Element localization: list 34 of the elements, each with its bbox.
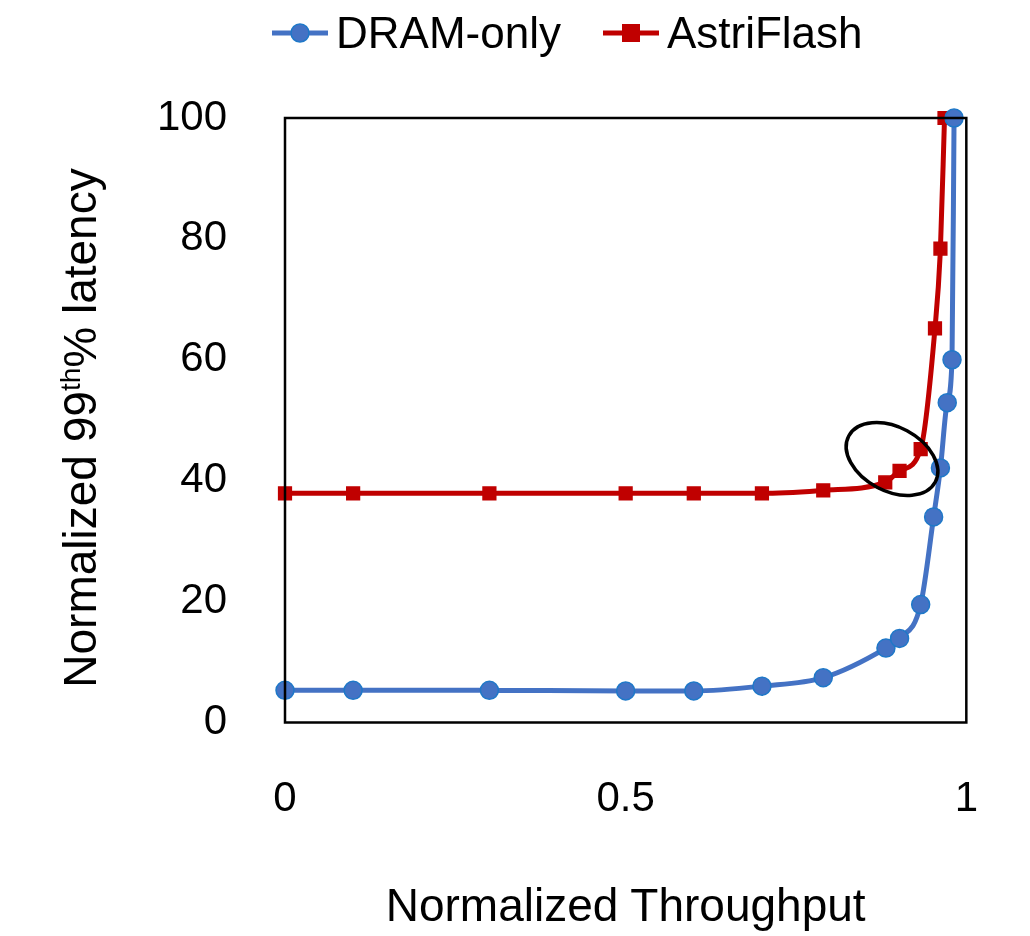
- point: [933, 241, 948, 256]
- x-tick-label: 0: [273, 773, 297, 821]
- point: [937, 392, 957, 413]
- x-tick-label: 0.5: [596, 773, 655, 821]
- legend-label: AstriFlash: [666, 8, 863, 58]
- point: [942, 350, 962, 370]
- point: [684, 681, 704, 701]
- point: [878, 475, 893, 490]
- y-tick-label: 40: [180, 454, 227, 502]
- point: [889, 628, 910, 649]
- y-tick-label: 80: [180, 212, 227, 260]
- point: [752, 676, 772, 696]
- y-tick-label: 20: [180, 575, 227, 623]
- legend-label: DRAM-only: [336, 8, 561, 58]
- point: [754, 486, 770, 501]
- x-tick-label: 1: [954, 773, 978, 821]
- point: [923, 507, 944, 527]
- point: [615, 681, 636, 701]
- point: [479, 680, 500, 701]
- point: [813, 667, 833, 688]
- y-tick-label: 100: [156, 91, 227, 139]
- point: [910, 594, 931, 615]
- point: [892, 463, 907, 479]
- point: [346, 486, 361, 501]
- y-tick-label: 0: [203, 695, 227, 743]
- point: [343, 680, 363, 701]
- y-tick-label: 60: [180, 333, 227, 381]
- point: [618, 486, 633, 501]
- x-axis-title: Normalized Throughput: [385, 879, 866, 932]
- point: [816, 483, 831, 498]
- point: [482, 486, 497, 501]
- point: [927, 321, 943, 336]
- point: [876, 638, 896, 658]
- point: [686, 486, 701, 501]
